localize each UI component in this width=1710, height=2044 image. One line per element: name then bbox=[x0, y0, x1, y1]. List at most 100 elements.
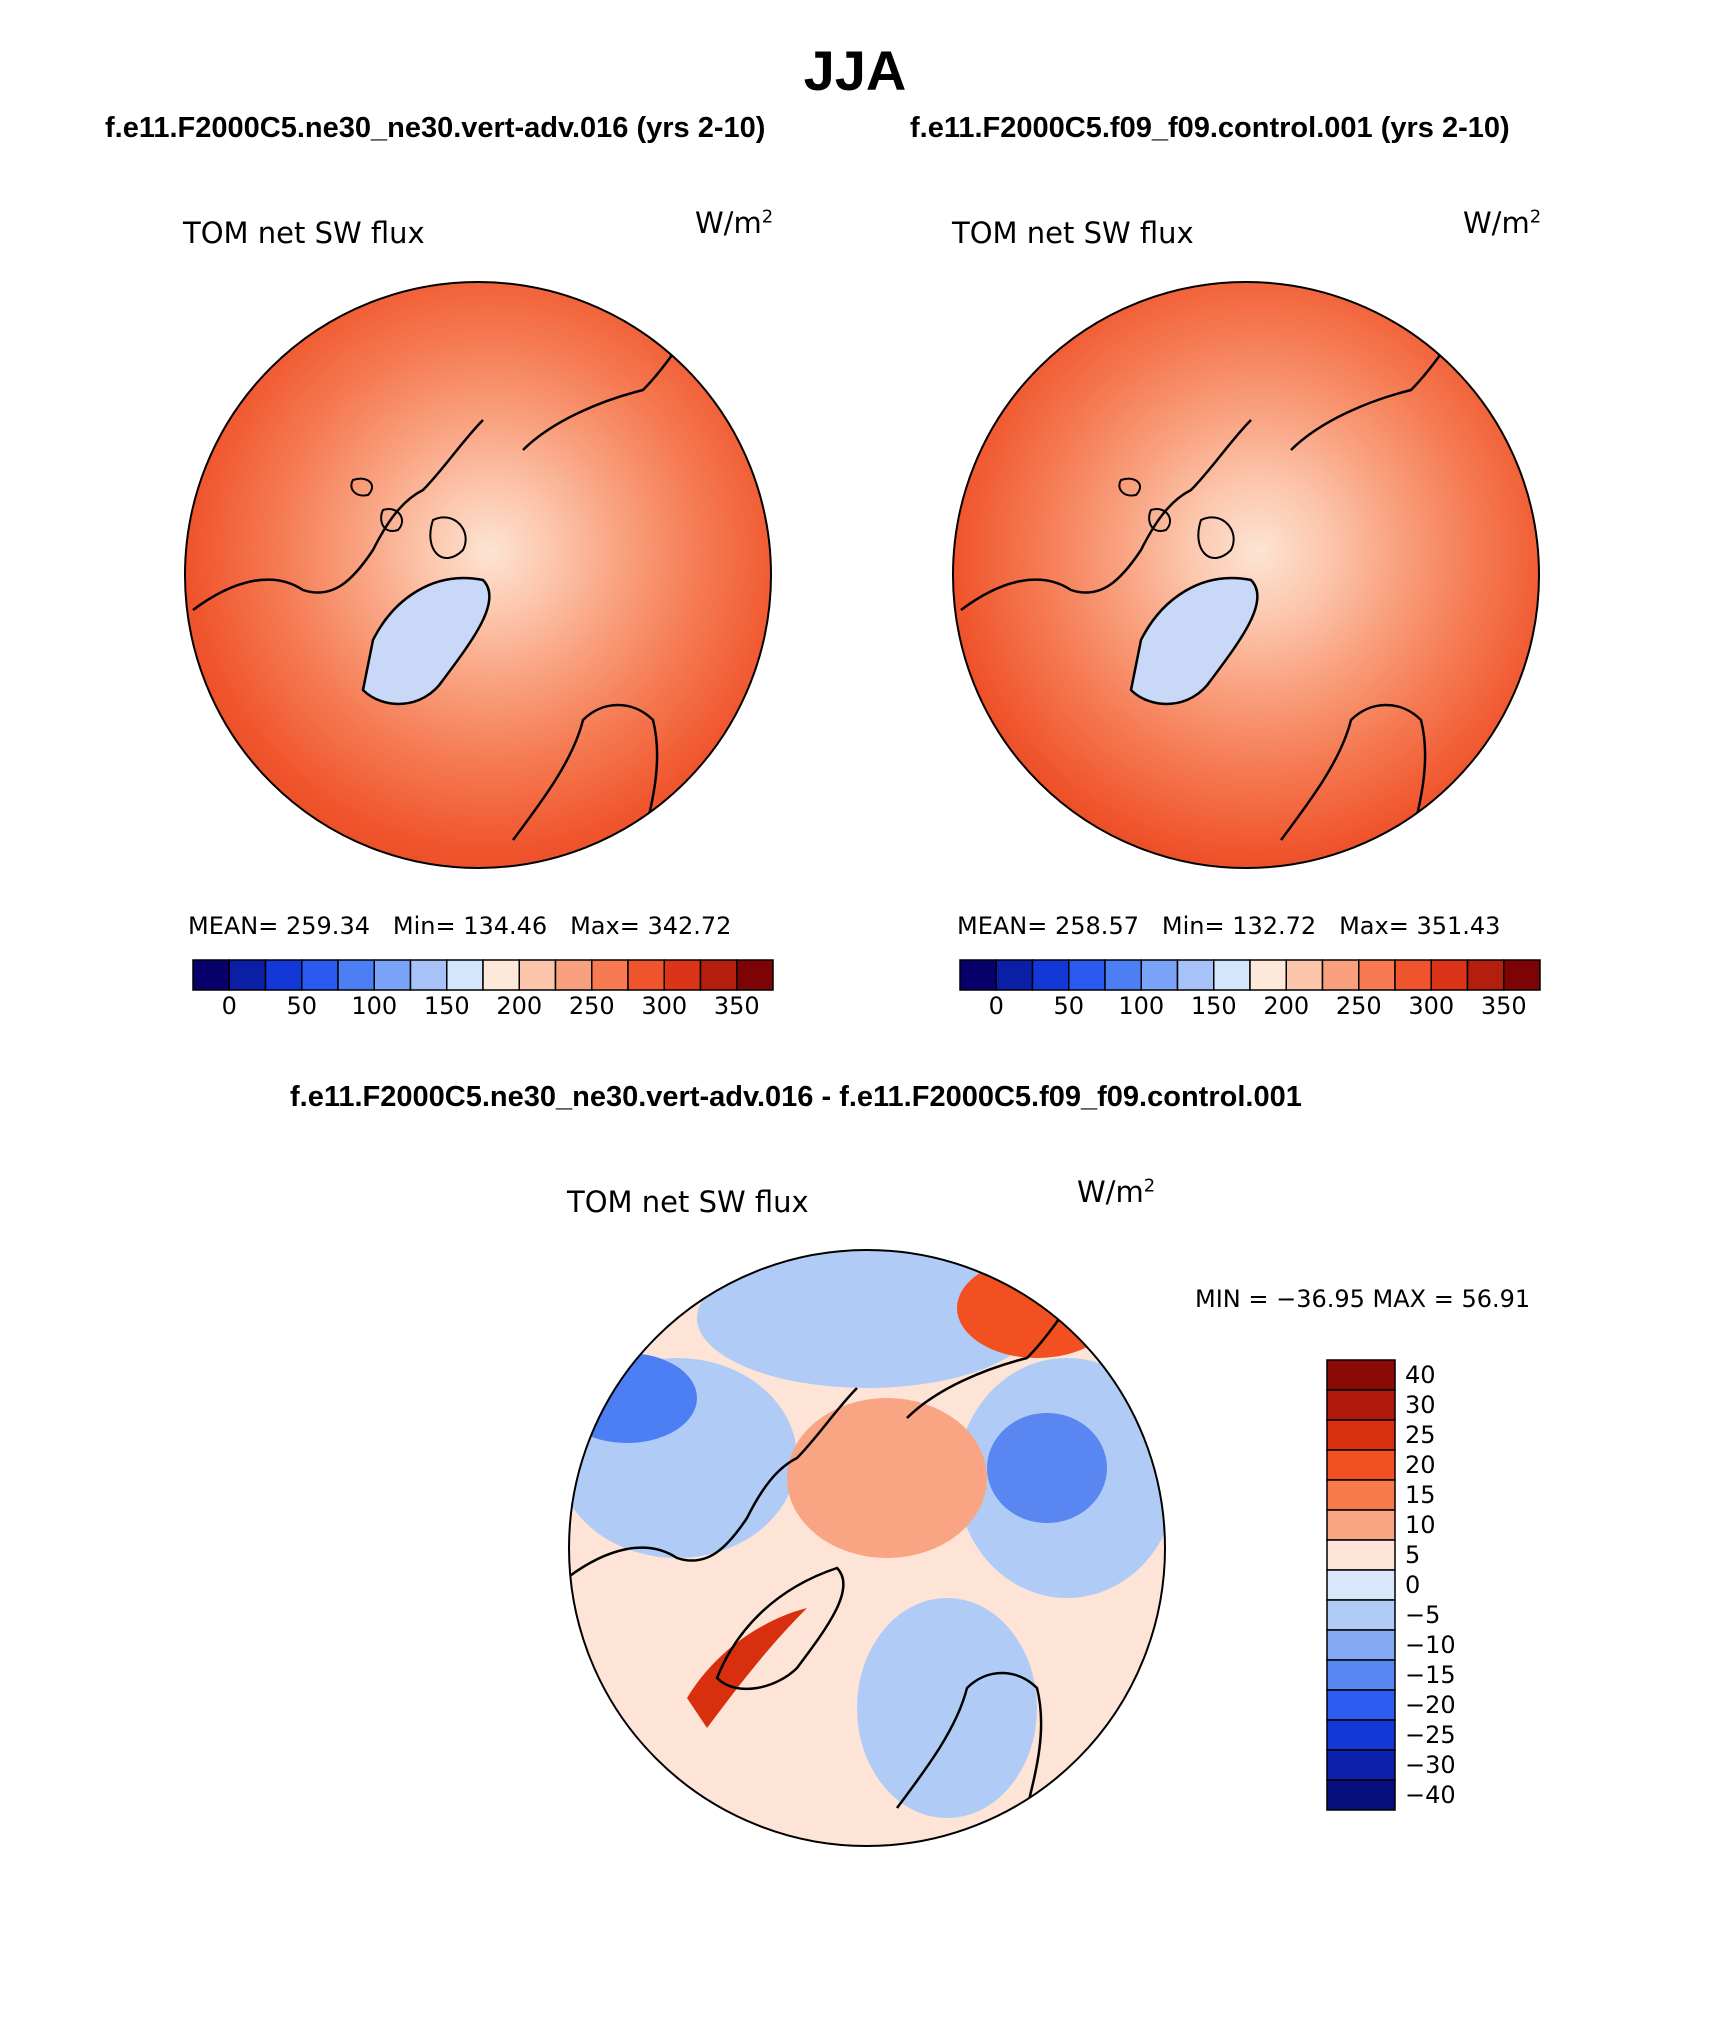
diff-title: f.e11.F2000C5.ne30_ne30.vert-adv.016 - f… bbox=[290, 1081, 1302, 1113]
colorbar-tick-label: 150 bbox=[1190, 992, 1237, 1020]
diff-greenland-outline bbox=[715, 1566, 845, 1691]
panel-1-polar-map bbox=[184, 281, 772, 869]
colorbar-swatch bbox=[554, 959, 593, 991]
panel-1-case-title: f.e11.F2000C5.ne30_ne30.vert-adv.016 (yr… bbox=[105, 112, 766, 144]
diff-colorbar-swatch bbox=[1326, 1659, 1396, 1691]
diff-colorbar-swatch bbox=[1326, 1509, 1396, 1541]
colorbar-swatch bbox=[301, 959, 339, 991]
colorbar-swatch bbox=[1176, 959, 1215, 991]
colorbar-tick-label: 350 bbox=[1480, 992, 1527, 1020]
colorbar-tick-label: 200 bbox=[496, 992, 543, 1020]
panel-2-flux-field bbox=[953, 282, 1539, 868]
panel-2-polar-map bbox=[952, 281, 1540, 869]
diff-blob-north-negative bbox=[697, 1250, 1037, 1388]
diff-colorbar-ticks: 40 30 25 20 15 10 5 0 −5 −10 −15 −20 −25 −30 −40 bbox=[1405, 1360, 1505, 1810]
diff-colorbar-swatch bbox=[1326, 1779, 1396, 1811]
diff-minmax: MIN = −36.95 MAX = 56.91 bbox=[1195, 1285, 1531, 1313]
colorbar-swatch bbox=[1503, 959, 1541, 991]
diff-colorbar-swatch bbox=[1326, 1419, 1396, 1451]
diff-colorbar-swatch bbox=[1326, 1479, 1396, 1511]
colorbar-swatch bbox=[192, 959, 230, 991]
diff-blob-pole-positive bbox=[787, 1398, 987, 1558]
diff-colorbar-swatch bbox=[1326, 1749, 1396, 1781]
colorbar-tick-label: 200 bbox=[1263, 992, 1310, 1020]
diff-colorbar-tick-label: 40 bbox=[1405, 1361, 1436, 1389]
colorbar-swatch bbox=[264, 959, 303, 991]
panel-1-greenland-region bbox=[361, 576, 491, 706]
colorbar-swatch bbox=[518, 959, 557, 991]
colorbar-tick-label: 150 bbox=[423, 992, 470, 1020]
colorbar-tick-label: 50 bbox=[286, 992, 318, 1020]
diff-colorbar-tick-label: 30 bbox=[1405, 1391, 1436, 1419]
diff-colorbar-tick-label: 5 bbox=[1405, 1541, 1421, 1569]
colorbar-tick-label: 100 bbox=[351, 992, 398, 1020]
diff-colorbar-tick-label: −30 bbox=[1405, 1751, 1456, 1779]
panel-1-coastline-north-america bbox=[192, 419, 484, 612]
colorbar-tick-label: 250 bbox=[1335, 992, 1382, 1020]
diff-blob-west-strong-negative bbox=[569, 1353, 697, 1443]
panel-1-stats: MEAN= 259.34 Min= 134.46 Max= 342.72 bbox=[188, 912, 732, 940]
diff-blob-east-strong-negative bbox=[987, 1413, 1107, 1523]
diff-colorbar-swatch bbox=[1326, 1359, 1396, 1391]
panel-1-colorbar bbox=[192, 959, 774, 991]
colorbar-tick-label: 0 bbox=[988, 992, 1004, 1020]
colorbar-tick-label: 300 bbox=[641, 992, 688, 1020]
diff-colorbar-tick-label: −25 bbox=[1405, 1721, 1456, 1749]
colorbar-swatch bbox=[1430, 959, 1469, 991]
diff-colorbar-tick-label: 10 bbox=[1405, 1511, 1436, 1539]
colorbar-swatch bbox=[228, 959, 267, 991]
panel-1-colorbar-ticks: 0 50 100 150 200 250 300 350 bbox=[193, 992, 773, 1022]
panel-1-units: W/m2 bbox=[695, 206, 774, 240]
colorbar-tick-label: 100 bbox=[1118, 992, 1165, 1020]
diff-coastline-north-america bbox=[569, 1387, 858, 1580]
colorbar-tick-label: 250 bbox=[568, 992, 615, 1020]
diff-field-label: TOM net SW flux bbox=[567, 1185, 809, 1219]
diff-colorbar-tick-label: −10 bbox=[1405, 1631, 1456, 1659]
diff-blob-south-negative bbox=[857, 1598, 1037, 1818]
colorbar-swatch bbox=[409, 959, 448, 991]
panel-1-coastline-arctic-islands bbox=[350, 477, 467, 560]
diff-units: W/m2 bbox=[1077, 1175, 1156, 1209]
colorbar-swatch bbox=[995, 959, 1034, 991]
panel-2-coastline-north-america bbox=[960, 419, 1252, 612]
diff-colorbar-swatch bbox=[1326, 1629, 1396, 1661]
colorbar-tick-label: 350 bbox=[713, 992, 760, 1020]
colorbar-swatch bbox=[1358, 959, 1396, 991]
colorbar-swatch bbox=[663, 959, 702, 991]
panel-2-case-title: f.e11.F2000C5.f09_f09.control.001 (yrs 2… bbox=[910, 112, 1510, 144]
colorbar-swatch bbox=[1104, 959, 1142, 991]
diff-colorbar-tick-label: −15 bbox=[1405, 1661, 1456, 1689]
diff-colorbar-tick-label: −40 bbox=[1405, 1781, 1456, 1809]
panel-2-units: W/m2 bbox=[1463, 206, 1542, 240]
diff-colorbar-swatch bbox=[1326, 1569, 1396, 1601]
colorbar-swatch bbox=[1466, 959, 1505, 991]
diff-colorbar-tick-label: 20 bbox=[1405, 1451, 1436, 1479]
diff-greenland-coastal-positive bbox=[687, 1608, 807, 1728]
diff-colorbar-tick-label: 15 bbox=[1405, 1481, 1436, 1509]
colorbar-tick-label: 50 bbox=[1053, 992, 1085, 1020]
panel-2-colorbar bbox=[959, 959, 1541, 991]
diff-polar-map bbox=[568, 1249, 1166, 1847]
colorbar-swatch bbox=[1140, 959, 1179, 991]
colorbar-swatch bbox=[373, 959, 412, 991]
colorbar-swatch bbox=[627, 959, 665, 991]
panel-2-coastline-arctic-islands bbox=[1118, 477, 1235, 560]
diff-colorbar-swatch bbox=[1326, 1599, 1396, 1631]
panel-1-field-label: TOM net SW flux bbox=[183, 216, 425, 250]
diff-colorbar-swatch bbox=[1326, 1689, 1396, 1721]
colorbar-swatch bbox=[1213, 959, 1251, 991]
colorbar-tick-label: 300 bbox=[1408, 992, 1455, 1020]
colorbar-swatch bbox=[1321, 959, 1360, 991]
colorbar-swatch bbox=[1394, 959, 1432, 991]
colorbar-tick-label: 0 bbox=[221, 992, 237, 1020]
diff-colorbar-tick-label: 0 bbox=[1405, 1571, 1421, 1599]
panel-2-greenland-region bbox=[1129, 576, 1259, 706]
diff-colorbar-tick-label: −5 bbox=[1405, 1601, 1441, 1629]
colorbar-swatch bbox=[1031, 959, 1070, 991]
diff-colorbar bbox=[1326, 1359, 1396, 1811]
diff-colorbar-swatch bbox=[1326, 1539, 1396, 1571]
panel-2-stats: MEAN= 258.57 Min= 132.72 Max= 351.43 bbox=[957, 912, 1501, 940]
figure-title: JJA bbox=[803, 39, 907, 102]
diff-colorbar-swatch bbox=[1326, 1449, 1396, 1481]
diff-colorbar-tick-label: 25 bbox=[1405, 1421, 1436, 1449]
